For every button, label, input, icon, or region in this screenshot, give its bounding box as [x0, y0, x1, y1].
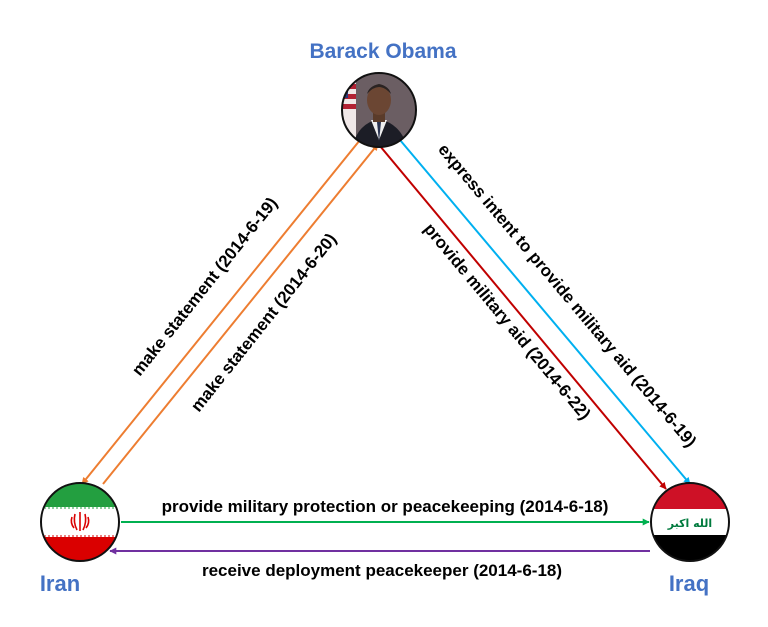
edge-obama-iraq-aid — [379, 145, 667, 490]
iran-emblem-icon — [70, 512, 90, 531]
edge-label-obama-iran-statement: make statement (2014-6-19) — [128, 194, 281, 380]
edge-iran-obama-statement — [102, 143, 379, 485]
node-barack-obama — [341, 72, 417, 148]
edge-label-iran-iraq-protection: provide military protection or peacekeep… — [162, 497, 609, 516]
node-label-iraq: Iraq — [669, 571, 709, 596]
iraq-flag-icon: الله اكبر — [651, 483, 729, 561]
edge-obama-iran-statement — [81, 139, 361, 485]
node-label-barack-obama: Barack Obama — [309, 40, 456, 63]
edge-obama-iraq-intent — [399, 139, 691, 485]
node-label-iran: Iran — [40, 571, 80, 596]
iraq-emblem-text: الله اكبر — [667, 517, 712, 530]
person-portrait-icon — [342, 73, 416, 147]
node-iran — [40, 482, 120, 562]
edge-label-obama-iraq-aid: provide military aid (2014-6-22) — [420, 220, 594, 424]
node-iraq: الله اكبر — [650, 482, 730, 562]
edge-label-iraq-iran-deployment: receive deployment peacekeeper (2014-6-1… — [202, 561, 562, 580]
